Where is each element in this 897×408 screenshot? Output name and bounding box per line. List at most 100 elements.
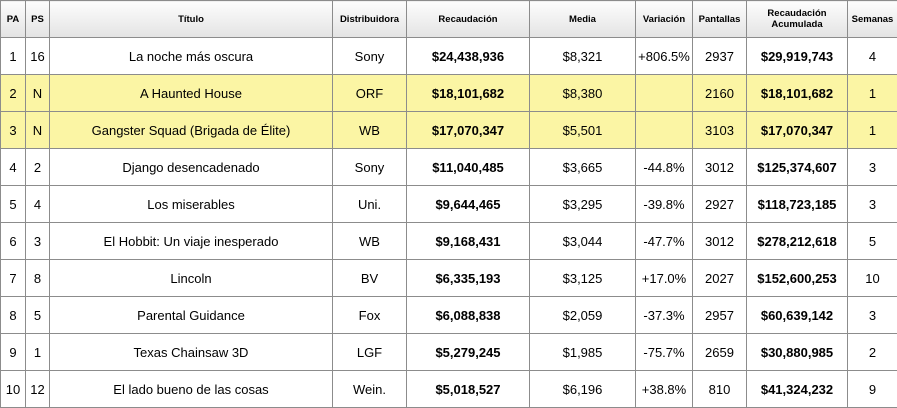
- cumulative-gross: $118,723,185: [746, 185, 848, 223]
- header-variacion: Variación: [635, 0, 693, 38]
- rank-current: 3: [0, 111, 26, 149]
- table-row: 8 5 Parental Guidance Fox $6,088,838 $2,059 -3…: [0, 296, 897, 334]
- screen-count: 3012: [692, 222, 747, 260]
- header-pa: PA: [0, 0, 26, 38]
- rank-current: 7: [0, 259, 26, 297]
- weekend-gross: $9,168,431: [406, 222, 530, 260]
- cumulative-gross: $60,639,142: [746, 296, 848, 334]
- table-row: 1 16 La noche más oscura Sony $24,438,936 $8,…: [0, 37, 897, 75]
- cumulative-gross: $278,212,618: [746, 222, 848, 260]
- rank-previous: 1: [25, 333, 50, 371]
- weekend-gross: $18,101,682: [406, 74, 530, 112]
- change-percent: [635, 111, 693, 149]
- weekend-gross: $5,279,245: [406, 333, 530, 371]
- weeks-count: 10: [847, 259, 897, 297]
- change-percent: -44.8%: [635, 148, 693, 186]
- movie-title: Los miserables: [49, 185, 333, 223]
- weeks-count: 2: [847, 333, 897, 371]
- screen-count: 2937: [692, 37, 747, 75]
- weeks-count: 3: [847, 296, 897, 334]
- screen-count: 810: [692, 370, 747, 408]
- average-per-screen: $3,665: [529, 148, 636, 186]
- movie-title: El lado bueno de las cosas: [49, 370, 333, 408]
- header-recaudacion-acumulada-line1: Recaudación: [767, 8, 827, 19]
- header-row: PA PS Título Distribuidora Recaudación M…: [0, 0, 897, 38]
- average-per-screen: $8,380: [529, 74, 636, 112]
- movie-title: El Hobbit: Un viaje inesperado: [49, 222, 333, 260]
- average-per-screen: $2,059: [529, 296, 636, 334]
- distributor: ORF: [332, 74, 407, 112]
- distributor: WB: [332, 111, 407, 149]
- header-recaudacion-acumulada: Recaudación Acumulada: [746, 0, 848, 38]
- header-titulo: Título: [49, 0, 333, 38]
- distributor: LGF: [332, 333, 407, 371]
- screen-count: 2160: [692, 74, 747, 112]
- rank-previous: 5: [25, 296, 50, 334]
- distributor: Fox: [332, 296, 407, 334]
- rank-previous: 2: [25, 148, 50, 186]
- weekend-gross: $24,438,936: [406, 37, 530, 75]
- rank-current: 9: [0, 333, 26, 371]
- weekend-gross: $6,335,193: [406, 259, 530, 297]
- screen-count: 2027: [692, 259, 747, 297]
- header-recaudacion-acumulada-line2: Acumulada: [771, 19, 823, 30]
- movie-title: Gangster Squad (Brigada de Élite): [49, 111, 333, 149]
- cumulative-gross: $125,374,607: [746, 148, 848, 186]
- movie-title: Lincoln: [49, 259, 333, 297]
- average-per-screen: $6,196: [529, 370, 636, 408]
- screen-count: 3012: [692, 148, 747, 186]
- average-per-screen: $3,125: [529, 259, 636, 297]
- distributor: WB: [332, 222, 407, 260]
- table-row: 5 4 Los miserables Uni. $9,644,465 $3,295 -39.…: [0, 185, 897, 223]
- weekend-gross: $9,644,465: [406, 185, 530, 223]
- change-percent: -75.7%: [635, 333, 693, 371]
- rank-previous: 3: [25, 222, 50, 260]
- movie-title: Texas Chainsaw 3D: [49, 333, 333, 371]
- change-percent: [635, 74, 693, 112]
- weekend-gross: $17,070,347: [406, 111, 530, 149]
- weeks-count: 3: [847, 148, 897, 186]
- change-percent: -47.7%: [635, 222, 693, 260]
- screen-count: 3103: [692, 111, 747, 149]
- rank-current: 1: [0, 37, 26, 75]
- change-percent: -39.8%: [635, 185, 693, 223]
- table-row: 6 3 El Hobbit: Un viaje inesperado WB $9,168…: [0, 222, 897, 260]
- rank-previous: 12: [25, 370, 50, 408]
- weekend-gross: $11,040,485: [406, 148, 530, 186]
- weeks-count: 5: [847, 222, 897, 260]
- cumulative-gross: $30,880,985: [746, 333, 848, 371]
- rank-previous: N: [25, 111, 50, 149]
- change-percent: +38.8%: [635, 370, 693, 408]
- change-percent: +806.5%: [635, 37, 693, 75]
- table-row: 10 12 El lado bueno de las cosas Wein. $5,01…: [0, 370, 897, 408]
- average-per-screen: $1,985: [529, 333, 636, 371]
- distributor: Wein.: [332, 370, 407, 408]
- rank-current: 8: [0, 296, 26, 334]
- table-row: 4 2 Django desencadenado Sony $11,040,485 $3,…: [0, 148, 897, 186]
- distributor: Uni.: [332, 185, 407, 223]
- average-per-screen: $3,044: [529, 222, 636, 260]
- table-row: 3 N Gangster Squad (Brigada de Élite) WB $17…: [0, 111, 897, 149]
- distributor: Sony: [332, 37, 407, 75]
- average-per-screen: $5,501: [529, 111, 636, 149]
- movie-title: A Haunted House: [49, 74, 333, 112]
- change-percent: +17.0%: [635, 259, 693, 297]
- header-recaudacion: Recaudación: [406, 0, 530, 38]
- cumulative-gross: $29,919,743: [746, 37, 848, 75]
- screen-count: 2927: [692, 185, 747, 223]
- weekend-gross: $5,018,527: [406, 370, 530, 408]
- weeks-count: 9: [847, 370, 897, 408]
- average-per-screen: $3,295: [529, 185, 636, 223]
- rank-current: 4: [0, 148, 26, 186]
- weeks-count: 4: [847, 37, 897, 75]
- header-semanas: Semanas: [847, 0, 897, 38]
- rank-current: 6: [0, 222, 26, 260]
- rank-current: 2: [0, 74, 26, 112]
- movie-title: La noche más oscura: [49, 37, 333, 75]
- weeks-count: 1: [847, 111, 897, 149]
- header-ps: PS: [25, 0, 50, 38]
- cumulative-gross: $18,101,682: [746, 74, 848, 112]
- distributor: BV: [332, 259, 407, 297]
